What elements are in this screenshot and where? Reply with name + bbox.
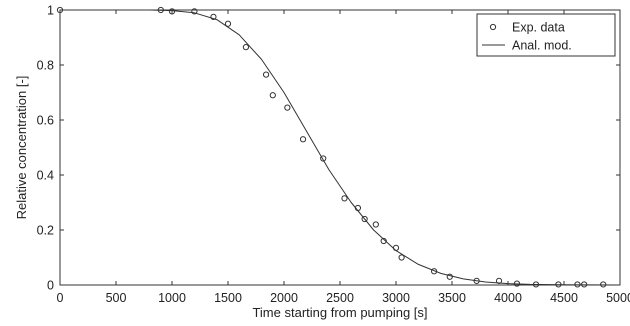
- data-point-exp-data: [398, 254, 405, 261]
- data-point-exp-data: [56, 6, 64, 14]
- data-point-exp-data: [473, 277, 480, 284]
- x-tick-label: 500: [106, 291, 127, 305]
- x-axis-label: Time starting from pumping [s]: [252, 305, 427, 320]
- y-tick-label: 1: [47, 4, 54, 18]
- data-point-exp-data: [224, 20, 232, 27]
- data-point-exp-data: [320, 155, 327, 162]
- y-tick-label: 0.4: [37, 169, 54, 183]
- data-point-exp-data: [574, 281, 581, 288]
- data-point-exp-data: [299, 136, 307, 143]
- legend-label-anal-mod: Anal. mod.: [512, 39, 572, 53]
- legend-label-exp-data: Exp. data: [512, 21, 565, 35]
- data-point-exp-data: [495, 277, 503, 284]
- x-tick-label: 2500: [326, 291, 354, 305]
- data-point-exp-data: [262, 71, 270, 78]
- legend-marker-exp-data: [489, 23, 497, 31]
- x-tick-label: 3000: [382, 291, 410, 305]
- data-point-exp-data: [372, 221, 379, 228]
- data-point-exp-data: [581, 281, 588, 288]
- data-point-exp-data: [354, 204, 362, 212]
- data-point-exp-data: [513, 280, 521, 287]
- x-tick-label: 1500: [214, 291, 242, 305]
- y-tick-label: 0.8: [37, 59, 54, 73]
- data-point-exp-data: [341, 195, 348, 202]
- legend: Exp. data Anal. mod.: [476, 13, 616, 57]
- data-point-exp-data: [168, 8, 176, 15]
- data-point-exp-data: [430, 268, 438, 275]
- x-tick-label: 4500: [550, 291, 578, 305]
- data-point-exp-data: [392, 244, 400, 251]
- data-point-exp-data: [555, 281, 562, 288]
- x-tick-label: 1000: [158, 291, 186, 305]
- data-point-exp-data: [284, 104, 291, 111]
- x-tick-label: 2000: [270, 291, 298, 305]
- y-axis: 0 0.2 0.4 0.6 0.8 1: [37, 4, 620, 293]
- legend-box: [476, 13, 616, 57]
- data-point-exp-data: [157, 6, 164, 14]
- data-point-exp-data: [191, 8, 198, 15]
- y-tick-label: 0.2: [37, 224, 54, 238]
- data-point-exp-data: [446, 273, 453, 280]
- data-point-exp-data: [269, 92, 276, 99]
- data-point-exp-data: [210, 13, 217, 20]
- y-tick-label: 0.6: [37, 114, 54, 128]
- data-point-exp-data: [380, 237, 387, 245]
- data-point-exp-data: [532, 281, 540, 288]
- x-tick-label: 0: [57, 291, 64, 305]
- y-axis-label: Relative concentration [-]: [14, 76, 29, 220]
- x-tick-label: 3500: [438, 291, 466, 305]
- data-point-exp-data: [242, 44, 250, 51]
- x-tick-label: 4000: [494, 291, 522, 305]
- data-point-exp-data: [600, 281, 607, 288]
- series-layer: [56, 6, 621, 288]
- y-tick-label: 0: [47, 279, 54, 293]
- data-point-exp-data: [361, 215, 368, 223]
